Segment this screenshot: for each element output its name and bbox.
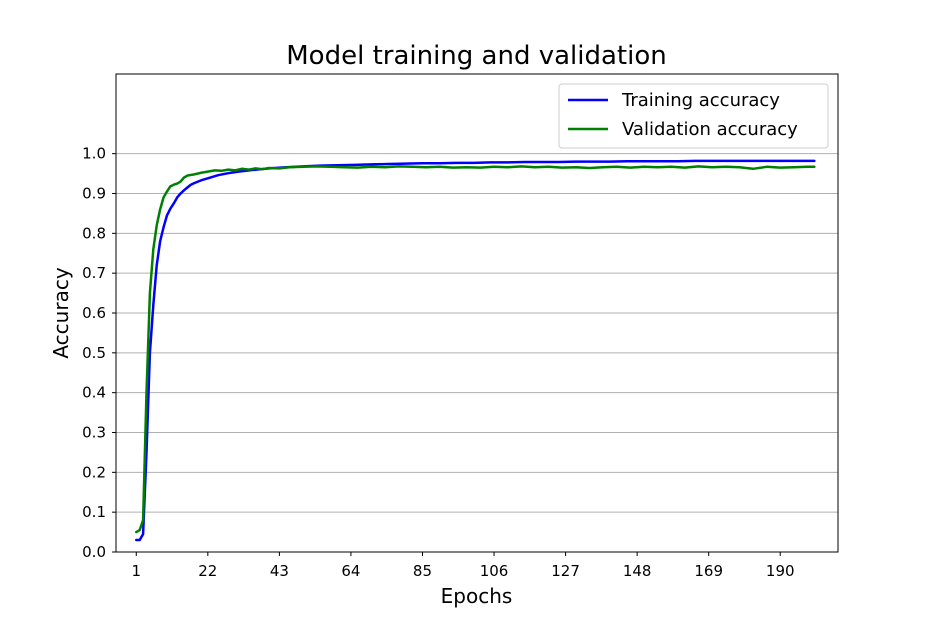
x-tick-label-8: 169 — [694, 562, 723, 580]
y-tick-label-3: 0.3 — [82, 424, 106, 442]
x-tick-label-0: 1 — [131, 562, 141, 580]
x-tick-label-1: 22 — [198, 562, 217, 580]
legend-box — [558, 83, 829, 149]
legend-label-training: Training accuracy — [621, 90, 780, 111]
legend-label-validation: Validation accuracy — [622, 119, 798, 140]
x-axis-label: Epochs — [441, 584, 513, 608]
x-tick-label-6: 127 — [551, 562, 580, 580]
y-tick-label-9: 0.9 — [82, 185, 106, 203]
x-axis-ticks: 1 22 43 64 85 106 127 148 169 190 — [131, 552, 795, 580]
x-tick-label-4: 85 — [413, 562, 432, 580]
y-tick-label-1: 0.1 — [82, 503, 106, 521]
y-tick-label-10: 1.0 — [82, 145, 106, 163]
x-tick-label-3: 64 — [341, 562, 360, 580]
x-tick-label-9: 190 — [766, 562, 795, 580]
y-axis-ticks: 0.0 0.1 0.2 0.3 0.4 0.5 0.6 0.7 0.8 0.9 1.0 — [82, 145, 116, 561]
series-line-1 — [135, 165, 816, 534]
series-line-0 — [135, 159, 816, 542]
x-tick-label-2: 43 — [270, 562, 289, 580]
y-tick-label-4: 0.4 — [82, 384, 106, 402]
legend: Training accuracy Validation accuracy — [558, 83, 829, 149]
y-axis-label: Accuracy — [49, 267, 73, 358]
y-tick-label-0: 0.0 — [82, 543, 106, 561]
x-tick-label-5: 106 — [480, 562, 509, 580]
chart-title: Model training and validation — [286, 41, 667, 71]
gridlines — [116, 153, 838, 553]
series-lines — [135, 159, 816, 542]
y-tick-label-6: 0.6 — [82, 304, 106, 322]
y-tick-label-2: 0.2 — [82, 463, 106, 481]
x-tick-label-7: 148 — [623, 562, 652, 580]
y-tick-label-8: 0.8 — [82, 224, 106, 242]
y-tick-label-7: 0.7 — [82, 264, 106, 282]
y-tick-label-5: 0.5 — [82, 344, 106, 362]
